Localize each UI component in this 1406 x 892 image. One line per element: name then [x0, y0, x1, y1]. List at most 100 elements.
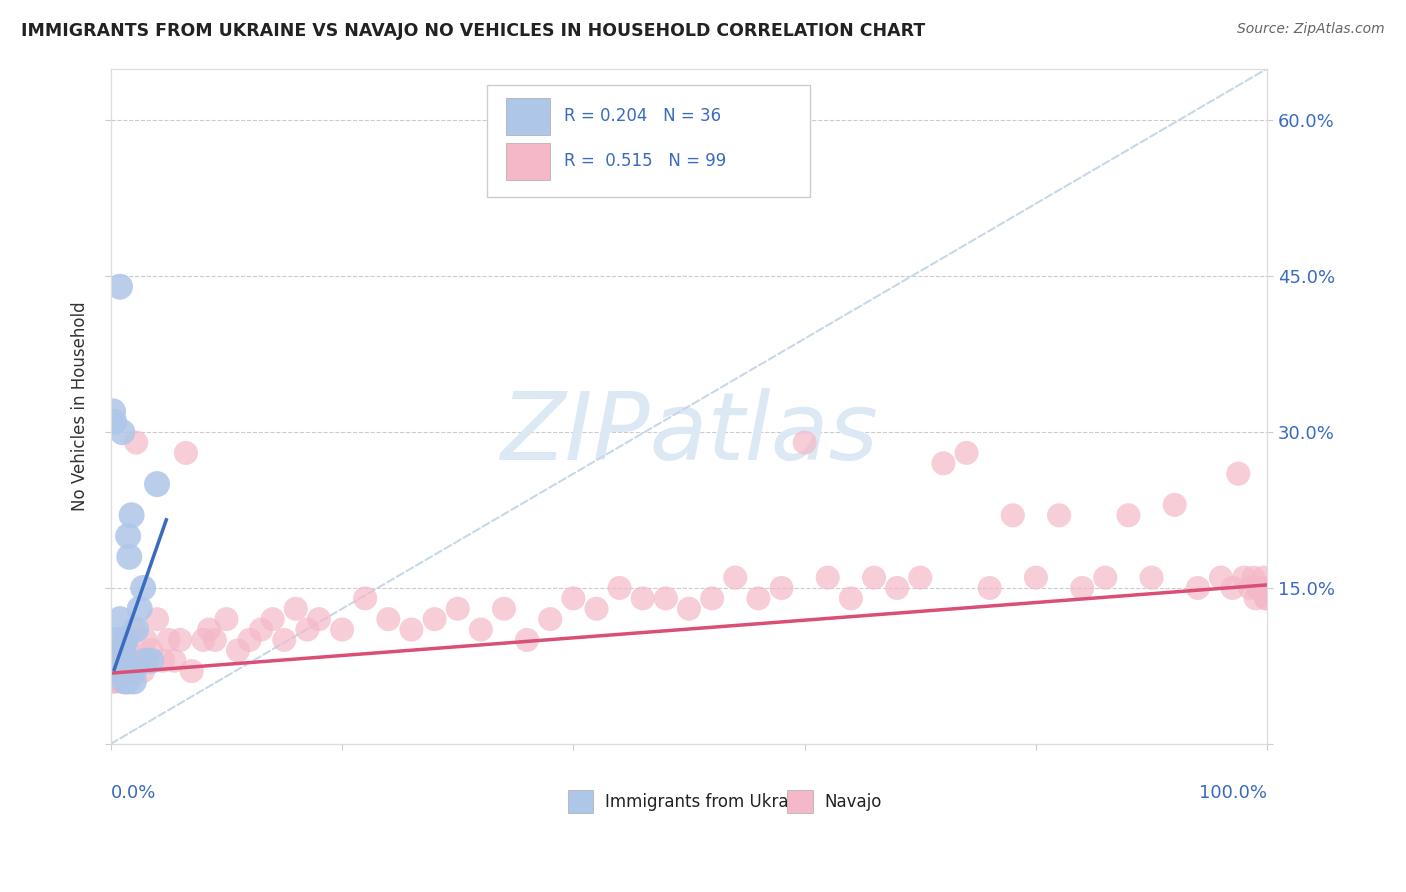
Point — [273, 632, 295, 647]
Point — [132, 581, 155, 595]
Point — [105, 674, 128, 689]
Point — [1250, 581, 1272, 595]
Point — [1001, 508, 1024, 523]
Point — [793, 435, 815, 450]
Point — [1253, 571, 1275, 585]
Text: 100.0%: 100.0% — [1199, 784, 1267, 802]
Point — [492, 601, 515, 615]
Point — [1254, 591, 1277, 606]
Point — [111, 654, 134, 668]
Point — [146, 612, 169, 626]
Point — [1254, 591, 1277, 606]
Point — [114, 664, 136, 678]
Point — [1163, 498, 1185, 512]
Point — [932, 456, 955, 470]
Point — [134, 654, 156, 668]
Point — [1239, 581, 1261, 595]
Point — [1094, 571, 1116, 585]
Point — [250, 623, 273, 637]
Point — [103, 643, 125, 657]
Point — [724, 571, 747, 585]
Point — [747, 591, 769, 606]
Point — [112, 654, 135, 668]
Point — [700, 591, 723, 606]
Point — [105, 654, 128, 668]
Point — [122, 623, 145, 637]
Point — [1241, 571, 1264, 585]
Point — [817, 571, 839, 585]
Point — [105, 654, 128, 668]
Point — [107, 632, 129, 647]
Point — [1254, 581, 1277, 595]
Point — [111, 664, 134, 678]
Point — [108, 643, 131, 657]
Point — [631, 591, 654, 606]
Point — [120, 664, 142, 678]
Point — [1187, 581, 1209, 595]
Point — [169, 632, 191, 647]
FancyBboxPatch shape — [486, 86, 810, 197]
Point — [226, 643, 249, 657]
Point — [979, 581, 1001, 595]
Point — [141, 654, 163, 668]
Point — [423, 612, 446, 626]
Point — [157, 632, 180, 647]
Point — [910, 571, 932, 585]
Point — [863, 571, 886, 585]
Point — [128, 654, 150, 668]
Point — [107, 664, 129, 678]
Point — [125, 435, 148, 450]
Point — [152, 654, 174, 668]
Point — [1118, 508, 1140, 523]
Point — [163, 654, 186, 668]
Point — [538, 612, 561, 626]
Point — [104, 664, 127, 678]
Point — [262, 612, 284, 626]
Point — [117, 674, 139, 689]
Point — [1209, 571, 1232, 585]
Text: IMMIGRANTS FROM UKRAINE VS NAVAJO NO VEHICLES IN HOUSEHOLD CORRELATION CHART: IMMIGRANTS FROM UKRAINE VS NAVAJO NO VEH… — [21, 22, 925, 40]
Point — [114, 632, 136, 647]
Point — [308, 612, 330, 626]
Point — [105, 643, 128, 657]
Point — [111, 643, 134, 657]
Point — [104, 643, 127, 657]
Point — [886, 581, 908, 595]
Point — [107, 643, 129, 657]
Point — [1025, 571, 1047, 585]
Point — [104, 654, 127, 668]
Point — [134, 632, 156, 647]
Point — [839, 591, 862, 606]
Point — [108, 612, 131, 626]
Point — [562, 591, 585, 606]
Point — [1244, 591, 1267, 606]
Point — [101, 404, 124, 418]
Point — [101, 654, 124, 668]
Point — [112, 643, 135, 657]
Point — [132, 664, 155, 678]
Point — [1227, 467, 1250, 481]
Point — [330, 623, 353, 637]
Text: ZIPatlas: ZIPatlas — [501, 388, 877, 479]
Point — [104, 664, 127, 678]
Point — [297, 623, 319, 637]
Point — [114, 632, 136, 647]
Point — [110, 643, 132, 657]
Text: 0.0%: 0.0% — [111, 784, 156, 802]
Point — [107, 632, 129, 647]
Point — [354, 591, 377, 606]
Point — [104, 654, 127, 668]
Point — [111, 674, 134, 689]
Point — [110, 664, 132, 678]
Point — [1247, 581, 1270, 595]
Point — [125, 623, 148, 637]
FancyBboxPatch shape — [787, 789, 813, 814]
Point — [238, 632, 260, 647]
Point — [103, 654, 125, 668]
Point — [655, 591, 678, 606]
Point — [117, 654, 139, 668]
Point — [141, 643, 163, 657]
Point — [377, 612, 399, 626]
Point — [103, 415, 125, 429]
Point — [1233, 571, 1256, 585]
